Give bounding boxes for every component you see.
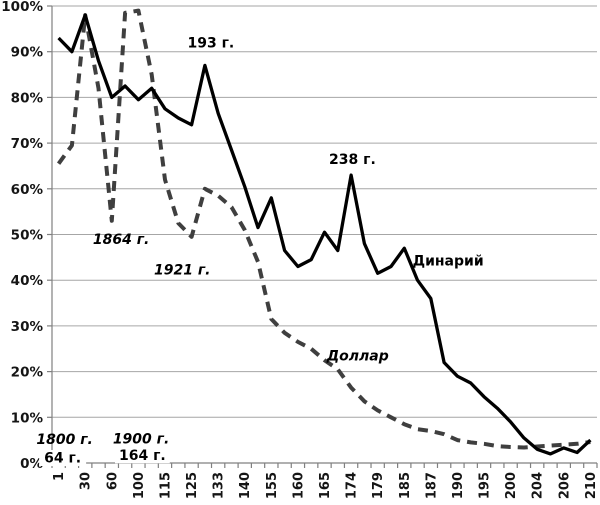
x-axis-label: 30 (79, 472, 94, 490)
x-axis-label: 155 (265, 472, 280, 499)
x-axis-label: 174 (345, 472, 360, 499)
x-axis-label: 179 (371, 472, 386, 499)
annotation-year-193: 193 г. (187, 36, 234, 52)
y-axis-label: 0% (20, 456, 43, 472)
y-axis-label: 30% (11, 319, 44, 335)
x-axis-label: 165 (318, 472, 333, 499)
annotation-year-1921: 1921 г. (154, 263, 210, 279)
x-axis-label: 160 (291, 472, 306, 499)
x-axis-label: 140 (238, 472, 253, 499)
annotation-year-1864: 1864 г. (93, 232, 149, 248)
y-axis-label: 20% (11, 365, 44, 381)
y-axis-label: 10% (11, 410, 44, 426)
x-axis-label: 125 (185, 472, 200, 499)
annotation-year-1900: 1900 г. (113, 431, 169, 447)
y-axis-label: 40% (11, 273, 44, 289)
x-axis-label: 204 (531, 472, 546, 499)
annotation-background (114, 447, 170, 464)
y-axis-label: 80% (11, 90, 44, 106)
y-axis-label: 90% (11, 45, 44, 61)
annotation-year-1800: 1800 г. (36, 432, 92, 448)
x-axis-label: 133 (212, 472, 227, 499)
annotation-background (39, 450, 87, 467)
annotation-year-164: 164 г. (119, 448, 166, 464)
y-axis-label: 100% (1, 0, 43, 15)
x-axis-label: 190 (451, 472, 466, 499)
x-axis-label: 187 (424, 472, 439, 499)
dollar-series-line (56, 8, 591, 450)
x-axis-label: 115 (158, 472, 173, 499)
y-axis-label: 60% (11, 182, 44, 198)
annotation-label-denarius: Динарий (413, 254, 484, 270)
x-axis-label: 60 (105, 472, 120, 490)
annotation-year-238: 238 г. (329, 152, 376, 168)
x-axis-label: 206 (557, 472, 572, 499)
annotation-label-dollar: Доллар (326, 349, 389, 365)
x-axis-label: 185 (398, 472, 413, 499)
x-axis-label: 210 (584, 472, 599, 499)
x-axis-label: 1 (52, 472, 67, 481)
y-axis-label: 50% (11, 228, 44, 244)
x-axis-label: 200 (504, 472, 519, 499)
x-axis-label: 100 (132, 472, 147, 499)
denarius-series-line (57, 13, 592, 456)
x-axis-label: 195 (478, 472, 493, 499)
annotation-year-64: 64 г. (44, 451, 81, 467)
y-axis-label: 70% (11, 136, 44, 152)
